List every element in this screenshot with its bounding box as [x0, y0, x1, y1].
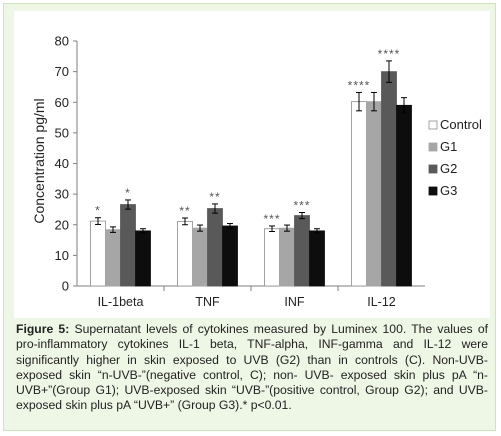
y-tick-label: 10: [55, 248, 69, 263]
legend-label: Control: [440, 117, 482, 132]
significance-marker: ***: [263, 212, 280, 226]
bar-control: [90, 220, 106, 287]
legend-label: G3: [440, 183, 457, 198]
bar-g3: [222, 225, 238, 287]
bar-g2: [207, 208, 223, 287]
y-tick-label: 0: [62, 279, 69, 294]
significance-marker: **: [179, 204, 190, 218]
x-tick-label: INF: [284, 295, 305, 309]
bar-g1: [192, 227, 208, 287]
caption-text: Supernatant levels of cytokines measured…: [16, 322, 489, 413]
x-tick-label: TNF: [195, 295, 220, 309]
bar-g3: [309, 230, 325, 287]
x-tick-label: IL-1beta: [98, 295, 144, 309]
legend-label: G2: [440, 161, 457, 176]
x-tick-label: IL-12: [367, 295, 396, 309]
y-tick-label: 20: [55, 217, 69, 232]
bar-g3: [135, 230, 151, 287]
significance-marker: **: [209, 190, 220, 204]
bar-g1: [105, 229, 121, 287]
figure-caption: Figure 5: Supernatant levels of cytokine…: [16, 322, 488, 414]
y-tick-label: 60: [55, 95, 69, 110]
y-tick-label: 30: [55, 187, 69, 202]
bar-control: [177, 220, 193, 287]
legend-swatch-g1: [428, 142, 438, 152]
bar-control: [264, 228, 280, 287]
bar-g2: [294, 215, 310, 287]
chart-panel: 0 10 20 30 40 50 60 70 80 Concentration pg/ml * * IL…: [14, 11, 490, 318]
y-tick-label: 80: [55, 34, 69, 49]
significance-marker: *: [95, 204, 101, 218]
bar-g2: [381, 71, 397, 287]
legend-label: G1: [440, 139, 457, 154]
y-axis-label: Concentration pg/ml: [31, 98, 47, 223]
bar-g1: [279, 227, 295, 287]
significance-marker: ****: [378, 47, 401, 61]
significance-marker: *: [125, 186, 131, 200]
y-tick-label: 40: [55, 156, 69, 171]
significance-marker: ***: [293, 199, 310, 213]
figure-frame: 0 10 20 30 40 50 60 70 80 Concentration pg/ml * * IL…: [3, 3, 496, 431]
bar-g3: [396, 104, 412, 287]
legend-swatch-control: [428, 120, 438, 130]
bar-control: [351, 101, 367, 287]
y-tick-label: 50: [55, 125, 69, 140]
legend-swatch-g2: [428, 164, 438, 174]
caption-label: Figure 5:: [16, 322, 70, 336]
significance-marker: ****: [348, 78, 371, 92]
legend-swatch-g3: [428, 186, 438, 196]
bar-g1: [366, 101, 382, 287]
bar-g2: [120, 204, 136, 287]
y-tick-label: 70: [55, 64, 69, 79]
